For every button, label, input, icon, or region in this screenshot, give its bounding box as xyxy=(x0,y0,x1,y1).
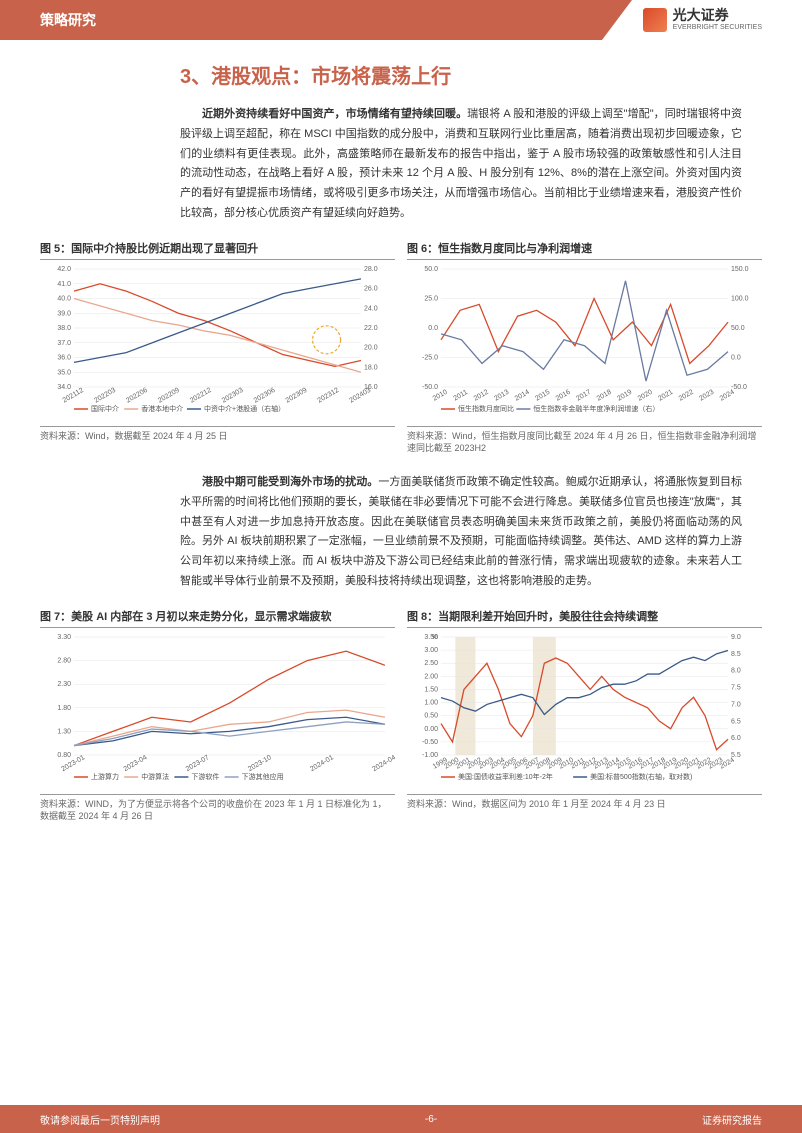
chart-8-title: 图 8：当期限利差开始回升时，美股往往会持续调整 xyxy=(407,608,762,628)
chart-5-canvas: 34.035.036.037.038.039.040.041.042.016.0… xyxy=(40,263,395,423)
logo-text: 光大证券 EVERBRIGHT SECURITIES xyxy=(673,8,762,31)
svg-text:7.0: 7.0 xyxy=(731,701,741,708)
svg-text:26.0: 26.0 xyxy=(364,285,378,292)
svg-text:28.0: 28.0 xyxy=(364,266,378,273)
svg-text:37.0: 37.0 xyxy=(57,340,71,347)
svg-text:150.0: 150.0 xyxy=(731,266,749,273)
body-content: 3、港股观点：市场将震荡上行 近期外资持续看好中国资产，市场情绪有望持续回暖。瑞… xyxy=(0,40,802,224)
logo-en: EVERBRIGHT SECURITIES xyxy=(673,24,762,32)
svg-text:1.50: 1.50 xyxy=(424,686,438,693)
svg-text:22.0: 22.0 xyxy=(364,325,378,332)
svg-text:-50.0: -50.0 xyxy=(731,384,747,391)
chart-7-canvas: 0.801.301.802.302.803.302023-012023-0420… xyxy=(40,631,395,791)
svg-text:0.50: 0.50 xyxy=(424,712,438,719)
svg-text:-25.0: -25.0 xyxy=(422,354,438,361)
svg-text:24.0: 24.0 xyxy=(364,305,378,312)
p1-bold: 近期外资持续看好中国资产，市场情绪有望持续回暖。 xyxy=(202,108,467,120)
chart-row-1: 图 5：国际中介持股比例近期出现了显著回升 34.0 35.0 36.0 37.0 38… xyxy=(40,240,762,455)
svg-text:8.0: 8.0 xyxy=(731,667,741,674)
svg-text:2.80: 2.80 xyxy=(57,657,71,664)
chart-7-source: 资料来源：WIND，为了方便显示将各个公司的收盘价在 2023 年 1 月 1 … xyxy=(40,794,395,823)
svg-text:恒生指数非金融半年度净利润增速（右）: 恒生指数非金融半年度净利润增速（右） xyxy=(533,404,659,413)
svg-text:美国:标普500指数(右轴，取对数): 美国:标普500指数(右轴，取对数) xyxy=(590,772,692,781)
logo-cn: 光大证券 xyxy=(673,8,762,23)
svg-text:50.0: 50.0 xyxy=(731,325,745,332)
body-content-2: 港股中期可能受到海外市场的扰动。一方面美联储货币政策不确定性较高。鲍威尔近期承认… xyxy=(0,469,802,592)
svg-text:国际中介: 国际中介 xyxy=(91,404,119,413)
svg-text:下游软件: 下游软件 xyxy=(191,772,219,781)
svg-text:1.30: 1.30 xyxy=(57,728,71,735)
svg-text:2.30: 2.30 xyxy=(57,681,71,688)
svg-text:38.0: 38.0 xyxy=(57,325,71,332)
logo-icon xyxy=(643,8,667,32)
svg-text:41.0: 41.0 xyxy=(57,281,71,288)
section-label: 策略研究 xyxy=(40,10,96,30)
chart-8-block: 图 8：当期限利差开始回升时，美股往往会持续调整 -1.00 -0.50 0.00 0… xyxy=(407,608,762,823)
svg-text:18.0: 18.0 xyxy=(364,364,378,371)
svg-text:0.0: 0.0 xyxy=(428,325,438,332)
chart-6-title: 图 6：恒生指数月度同比与净利润增速 xyxy=(407,240,762,260)
footer-right: 证券研究报告 xyxy=(702,1112,762,1127)
svg-text:35.0: 35.0 xyxy=(57,369,71,376)
logo: 光大证券 EVERBRIGHT SECURITIES xyxy=(643,8,762,32)
svg-text:上游算力: 上游算力 xyxy=(91,772,119,781)
chart-6-canvas: -50.0 -25.0 0.0 25.0 50.0 -50.0 0.0 50.0 100.0 15… xyxy=(407,263,762,423)
svg-text:100.0: 100.0 xyxy=(731,295,749,302)
svg-text:0.00: 0.00 xyxy=(424,726,438,733)
chart-5-title: 图 5：国际中介持股比例近期出现了显著回升 xyxy=(40,240,395,260)
chart-8-source: 资料来源：Wind，数据区间为 2010 年 1 月至 2024 年 4 月 2… xyxy=(407,794,762,811)
svg-text:1.00: 1.00 xyxy=(424,699,438,706)
chart-row-2: 图 7：美股 AI 内部在 3 月初以来走势分化，显示需求端疲软 0.80 1.3… xyxy=(40,608,762,823)
svg-text:%: % xyxy=(432,634,438,641)
svg-text:9.0: 9.0 xyxy=(731,634,741,641)
svg-text:中游算法: 中游算法 xyxy=(141,772,169,781)
svg-text:3.30: 3.30 xyxy=(57,634,71,641)
chart-6-source: 资料来源：Wind，恒生指数月度同比截至 2024 年 4 月 26 日，恒生指… xyxy=(407,426,762,455)
svg-text:39.0: 39.0 xyxy=(57,310,71,317)
svg-text:40.0: 40.0 xyxy=(57,295,71,302)
svg-text:0.0: 0.0 xyxy=(731,354,741,361)
chart-7-title: 图 7：美股 AI 内部在 3 月初以来走势分化，显示需求端疲软 xyxy=(40,608,395,628)
svg-text:恒生指数月度同比: 恒生指数月度同比 xyxy=(458,404,514,413)
svg-text:0.80: 0.80 xyxy=(57,752,71,759)
svg-text:下游其他应用: 下游其他应用 xyxy=(242,772,284,781)
chart-8-canvas: -1.00-0.500.000.501.001.502.002.503.003.… xyxy=(407,631,762,791)
svg-text:-0.50: -0.50 xyxy=(422,739,438,746)
svg-text:-1.00: -1.00 xyxy=(422,752,438,759)
svg-text:美国:国债收益率利差:10年-2年: 美国:国债收益率利差:10年-2年 xyxy=(458,772,553,781)
paragraph-2: 港股中期可能受到海外市场的扰动。一方面美联储货币政策不确定性较高。鲍威尔近期承认… xyxy=(180,473,742,592)
svg-text:7.5: 7.5 xyxy=(731,684,741,691)
footer-center: -6- xyxy=(425,1114,437,1125)
svg-text:36.0: 36.0 xyxy=(57,354,71,361)
chart-6-block: 图 6：恒生指数月度同比与净利润增速 -50.0 -25.0 0.0 25.0 50.0… xyxy=(407,240,762,455)
svg-text:中资中介+港股通（右轴）: 中资中介+港股通（右轴） xyxy=(204,404,285,413)
paragraph-1: 近期外资持续看好中国资产，市场情绪有望持续回暖。瑞银将 A 股和港股的评级上调至… xyxy=(180,105,742,224)
svg-text:6.0: 6.0 xyxy=(731,735,741,742)
svg-text:3.00: 3.00 xyxy=(424,647,438,654)
chart-7-block: 图 7：美股 AI 内部在 3 月初以来走势分化，显示需求端疲软 0.80 1.3… xyxy=(40,608,395,823)
svg-text:2.50: 2.50 xyxy=(424,660,438,667)
svg-text:香港本地中介: 香港本地中介 xyxy=(141,404,183,413)
svg-text:-50.0: -50.0 xyxy=(422,384,438,391)
svg-text:8.5: 8.5 xyxy=(731,651,741,658)
p2-bold: 港股中期可能受到海外市场的扰动。 xyxy=(202,476,378,488)
footer-left: 敬请参阅最后一页特别声明 xyxy=(40,1112,160,1127)
section-heading: 3、港股观点：市场将震荡上行 xyxy=(180,60,742,89)
chart-5-block: 图 5：国际中介持股比例近期出现了显著回升 34.0 35.0 36.0 37.0 38… xyxy=(40,240,395,455)
footer-bar: 敬请参阅最后一页特别声明 -6- 证券研究报告 xyxy=(0,1105,802,1133)
svg-text:6.5: 6.5 xyxy=(731,718,741,725)
svg-text:34.0: 34.0 xyxy=(57,384,71,391)
svg-text:20.0: 20.0 xyxy=(364,344,378,351)
svg-text:42.0: 42.0 xyxy=(57,266,71,273)
page-container: 策略研究 光大证券 EVERBRIGHT SECURITIES 3、港股观点：市… xyxy=(0,0,802,1133)
svg-text:50.0: 50.0 xyxy=(424,266,438,273)
chart-5-source: 资料来源：Wind，数据截至 2024 年 4 月 25 日 xyxy=(40,426,395,443)
p1-rest: 瑞银将 A 股和港股的评级上调至"增配"，同时瑞银将中资股评级上调至超配，称在 … xyxy=(180,108,742,219)
svg-text:2.00: 2.00 xyxy=(424,673,438,680)
svg-text:25.0: 25.0 xyxy=(424,295,438,302)
p2-rest: 一方面美联储货币政策不确定性较高。鲍威尔近期承认，将通胀恢复到目标水平所需的时间… xyxy=(180,476,742,587)
svg-text:1.80: 1.80 xyxy=(57,705,71,712)
